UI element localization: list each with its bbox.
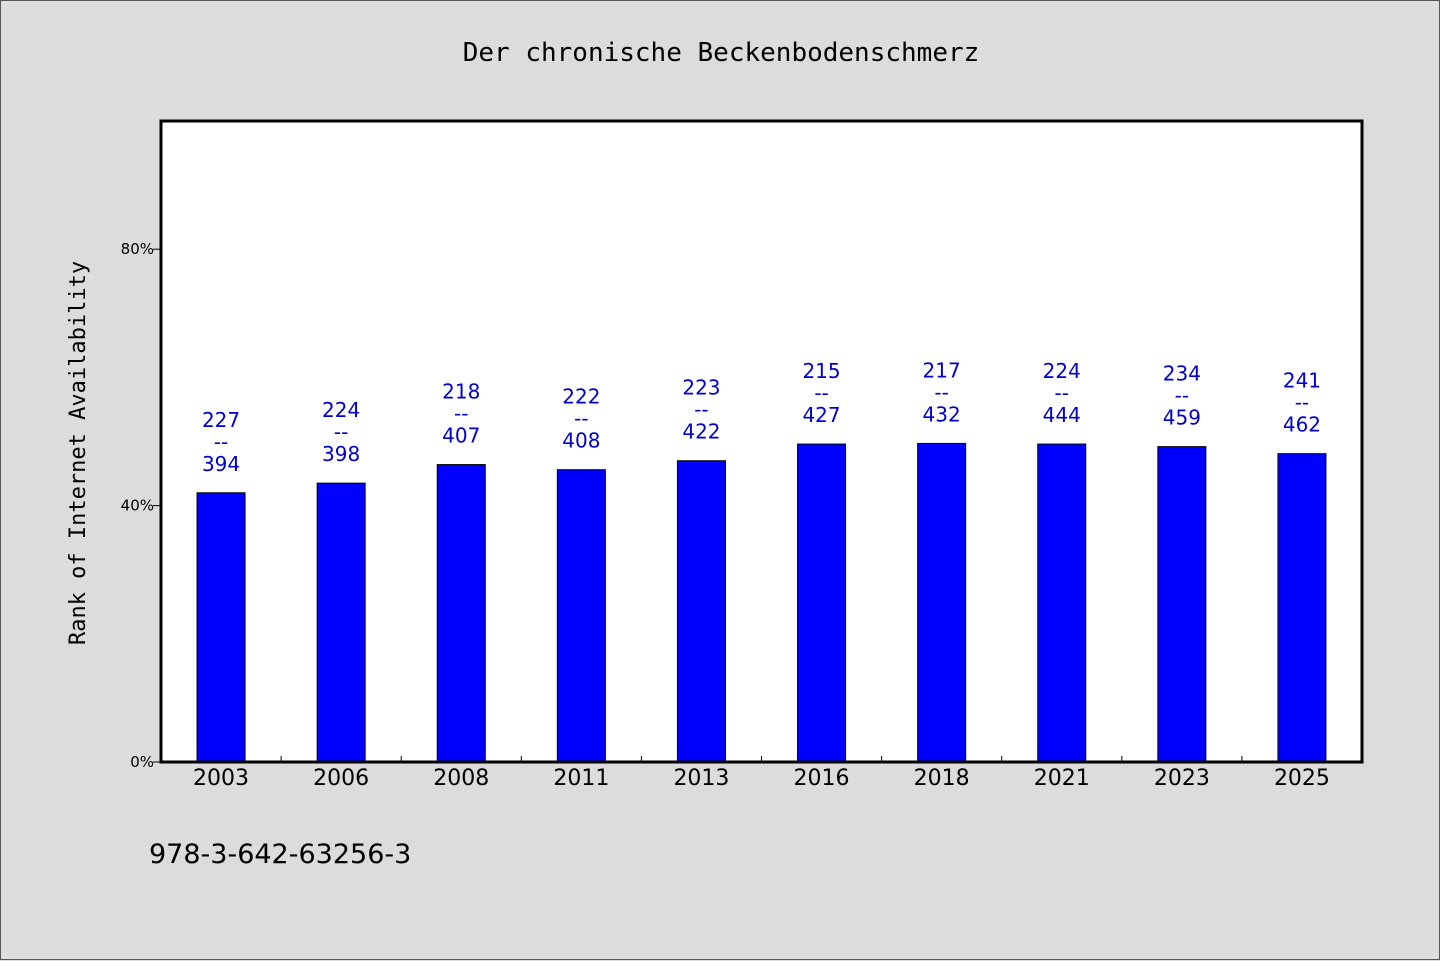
data-label-top: 224 [322, 398, 360, 422]
data-label-separator: -- [934, 380, 948, 404]
bar [1157, 446, 1207, 763]
data-label-separator: -- [454, 402, 468, 426]
data-label-bottom: 462 [1283, 413, 1321, 437]
bar [196, 492, 246, 763]
data-label-bottom: 407 [442, 424, 480, 448]
data-label-bottom: 408 [562, 429, 600, 453]
data-label-top: 222 [562, 385, 600, 409]
bars [196, 442, 1327, 763]
data-labels: 394--227398--224407--218408--222422--223… [202, 358, 1321, 475]
data-label-top: 218 [442, 380, 480, 404]
data-label-bottom: 459 [1163, 406, 1201, 430]
data-label-top: 223 [682, 376, 720, 400]
data-label-separator: -- [1055, 381, 1069, 405]
data-label-separator: -- [814, 381, 828, 405]
bar [1277, 453, 1327, 763]
data-label-bottom: 444 [1043, 403, 1081, 427]
bar [797, 443, 847, 763]
data-label-top: 224 [1043, 359, 1081, 383]
data-label-bottom: 394 [202, 452, 240, 476]
data-label-top: 217 [923, 358, 961, 382]
bar [676, 460, 726, 763]
axis-ticks: 0% 40% 80% 2003 2006 2008 2011 2013 2016 2018 2021… [121, 240, 1330, 791]
data-label-bottom: 422 [682, 420, 720, 444]
data-label-top: 241 [1283, 369, 1321, 393]
data-label-separator: -- [214, 430, 228, 454]
bar [316, 482, 366, 763]
bar [1037, 443, 1087, 763]
isbn-text: 978-3-642-63256-3 [149, 839, 411, 870]
data-label-separator: -- [1295, 391, 1309, 415]
bar [556, 469, 606, 763]
x-tick-label: 2011 [553, 766, 609, 791]
x-tick-label: 2003 [193, 766, 249, 791]
data-label-separator: -- [694, 398, 708, 422]
bar [917, 442, 967, 763]
x-tick-label: 2018 [914, 766, 970, 791]
x-tick-label: 2016 [794, 766, 850, 791]
y-tick-label: 40% [121, 497, 154, 515]
data-label-separator: -- [334, 420, 348, 444]
data-label-top: 215 [802, 359, 840, 383]
data-label-bottom: 432 [923, 402, 961, 426]
x-tick-label: 2006 [313, 766, 369, 791]
chart-title: Der chronische Beckenbodenschmerz [463, 38, 980, 68]
data-label-bottom: 427 [802, 403, 840, 427]
y-tick-label: 80% [121, 240, 154, 258]
x-tick-label: 2013 [673, 766, 729, 791]
data-label-top: 227 [202, 408, 240, 432]
data-label-bottom: 398 [322, 442, 360, 466]
x-tick-label: 2023 [1154, 766, 1210, 791]
x-tick-label: 2021 [1034, 766, 1090, 791]
y-tick-label: 0% [130, 753, 154, 771]
x-tick-label: 2008 [433, 766, 489, 791]
y-axis-label: Rank of Internet Availability [66, 261, 91, 645]
bar [436, 464, 486, 763]
data-label-top: 234 [1163, 362, 1201, 386]
data-label-separator: -- [1175, 384, 1189, 408]
x-tick-label: 2025 [1274, 766, 1330, 791]
data-label-separator: -- [574, 407, 588, 431]
plot-frame [159, 119, 1364, 764]
